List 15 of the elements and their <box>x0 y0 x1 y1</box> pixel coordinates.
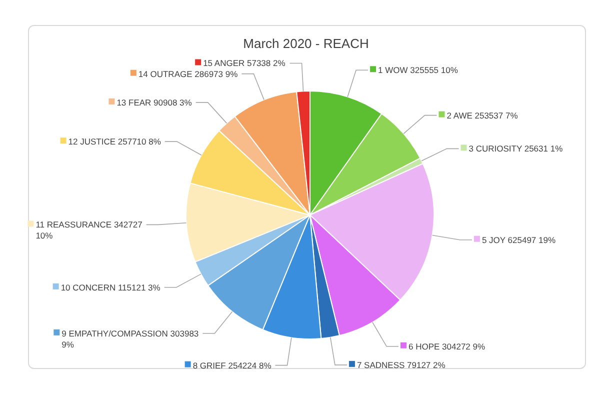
legend-label: 2 AWE 253537 7% <box>446 110 518 120</box>
legend-label: 5 JOY 625497 19% <box>482 234 556 245</box>
legend-label: 11 REASSURANCE 342727 10% <box>36 220 143 241</box>
legend-label: 6 HOPE 304272 9% <box>408 341 486 352</box>
legend-label: 3 CURIOSITY 25631 1% <box>468 144 564 154</box>
legend-label: 9 EMPATHY/COMPASSION 303983 9% <box>62 328 199 350</box>
legend-label: 13 FEAR 90908 3% <box>116 97 192 108</box>
legend-label: 12 JUSTICE 257710 8% <box>68 136 162 147</box>
legend-label: 14 OUTRAGE 286973 9% <box>138 68 238 79</box>
legend-label: 7 SADNESS 79127 2% <box>356 360 446 370</box>
legend-label: 1 WOW 325555 10% <box>378 65 458 76</box>
legend-label: 10 CONCERN 115121 3% <box>60 282 161 292</box>
legend-label: 8 GRIEF 254224 8% <box>192 360 272 370</box>
legend-label: 15 ANGER 57338 2% <box>203 58 286 68</box>
chart-title: March 2020 - REACH <box>242 36 370 51</box>
